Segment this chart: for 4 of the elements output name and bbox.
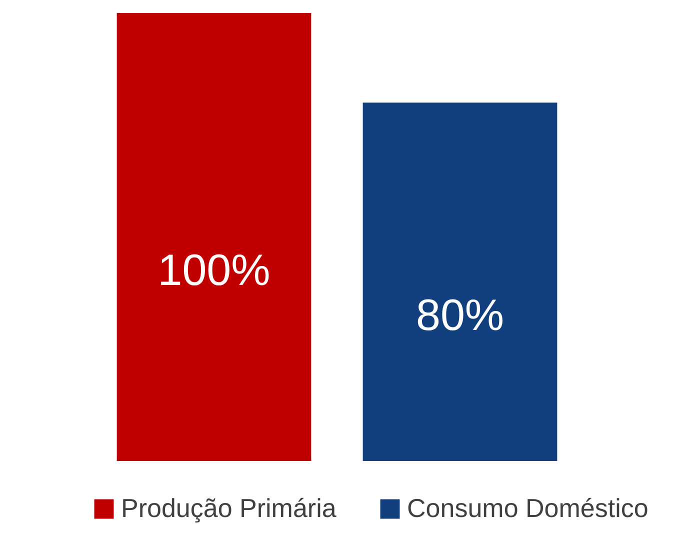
legend-label: Produção Primária [121, 493, 337, 523]
data-label: 100% [158, 246, 270, 295]
legend-label: Consumo Doméstico [407, 493, 648, 523]
data-label: 80% [416, 290, 504, 340]
